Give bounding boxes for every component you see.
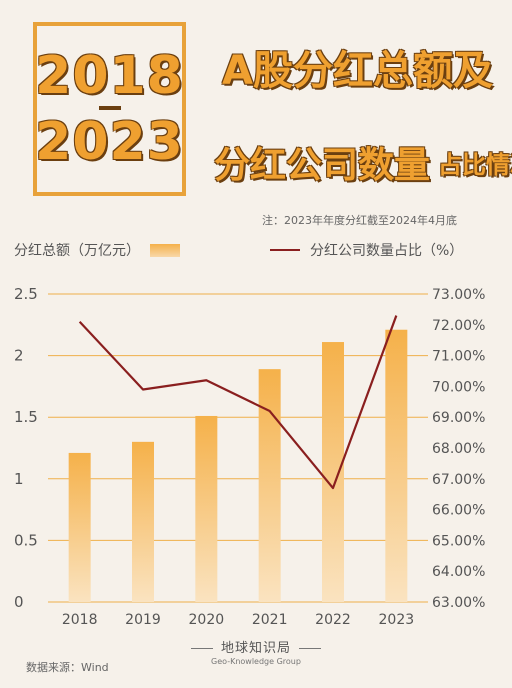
year-end: 2023 xyxy=(35,112,184,172)
left-tick-label: 0.5 xyxy=(14,531,38,549)
footer-dash-left xyxy=(190,648,213,649)
footer-dash-right xyxy=(299,648,321,649)
line-dividend-company-share xyxy=(78,315,398,490)
brand-cn: 地球知识局 xyxy=(220,641,291,656)
right-tick-label: 69.00% xyxy=(432,410,485,426)
right-tick-label: 73.00% xyxy=(432,287,485,303)
bar-2023 xyxy=(385,329,408,602)
bar-2020 xyxy=(195,415,218,602)
x-axis-ticks: 2018 2019 2020 2021 2022 2023 xyxy=(62,612,414,628)
legend-bar-swatch xyxy=(150,243,180,257)
bar-series xyxy=(68,329,408,602)
right-tick-label: 67.00% xyxy=(432,472,485,488)
year-range-box: 2018 2023 xyxy=(33,22,186,196)
right-tick-label: 65.00% xyxy=(432,533,485,549)
legend-bars-label: 分红总额（万亿元） xyxy=(14,243,140,259)
left-tick-label: 2 xyxy=(14,347,24,365)
data-note: 注：2023年年度分红截至2024年4月底 xyxy=(262,214,457,227)
right-tick-label: 64.00% xyxy=(432,564,485,580)
dividend-chart: 0 0.5 1 1.5 2 2.5 63.00% 64.00% 65.00% 66.00% 67.… xyxy=(14,285,485,628)
left-axis-ticks: 0 0.5 1 1.5 2 2.5 xyxy=(14,285,38,611)
left-tick-label: 1.5 xyxy=(14,408,38,426)
title-line-2-main: 分红公司数量 xyxy=(214,145,431,186)
right-axis-ticks: 63.00% 64.00% 65.00% 66.00% 67.00% 68.00% 69.0… xyxy=(432,287,485,611)
x-tick-label: 2023 xyxy=(379,612,415,628)
x-tick-label: 2021 xyxy=(252,612,288,628)
right-tick-label: 68.00% xyxy=(432,441,485,457)
legend-line: 分红公司数量占比（%） xyxy=(270,240,463,260)
legend-bars: 分红总额（万亿元） xyxy=(14,240,180,260)
bar-2021 xyxy=(258,369,281,602)
grid-lines xyxy=(48,293,428,603)
x-tick-label: 2022 xyxy=(315,612,351,628)
right-tick-label: 63.00% xyxy=(432,595,485,611)
bar-2019 xyxy=(132,441,154,602)
left-tick-label: 1 xyxy=(14,470,24,488)
left-tick-label: 2.5 xyxy=(14,285,38,303)
right-tick-label: 72.00% xyxy=(432,318,485,334)
title-line-2: 分红公司数量占比情况 xyxy=(214,136,512,188)
bar-2022 xyxy=(322,342,344,602)
footer-brand: 地球知识局 Geo-Knowledge Group xyxy=(0,637,512,666)
legend-line-label: 分红公司数量占比（%） xyxy=(310,243,464,259)
x-tick-label: 2018 xyxy=(62,612,98,628)
line-series xyxy=(78,315,398,490)
data-source: 数据来源：Wind xyxy=(26,661,109,674)
year-start: 2018 xyxy=(35,46,184,106)
brand-en: Geo-Knowledge Group xyxy=(211,657,301,666)
legend-line-swatch xyxy=(270,249,300,251)
right-tick-label: 70.00% xyxy=(432,379,485,395)
x-tick-label: 2019 xyxy=(125,612,161,628)
left-tick-label: 0 xyxy=(14,593,24,611)
right-tick-label: 66.00% xyxy=(432,503,485,519)
year-separator xyxy=(98,106,121,110)
x-tick-label: 2020 xyxy=(189,612,225,628)
title-line-2-small: 占比情况 xyxy=(438,151,512,179)
title-line-1: A股分红总额及 xyxy=(222,48,493,94)
right-tick-label: 71.00% xyxy=(432,349,485,365)
bar-2018 xyxy=(68,452,91,602)
